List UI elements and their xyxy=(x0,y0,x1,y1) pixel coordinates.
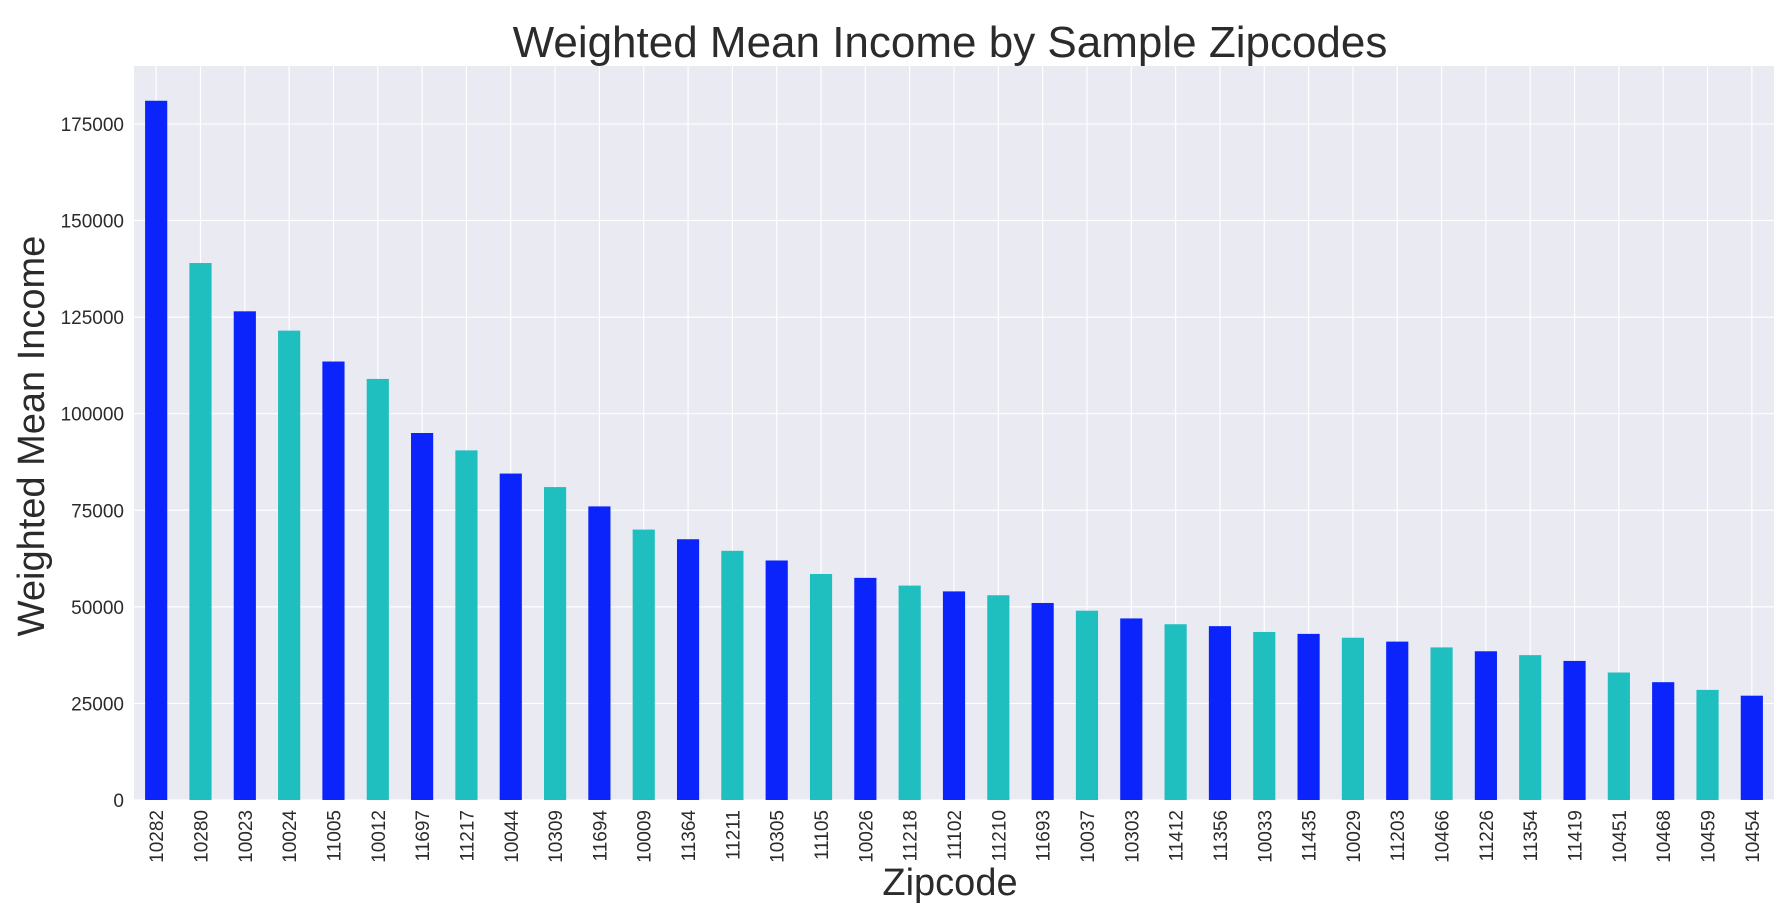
x-tick-label: 10309 xyxy=(546,810,567,863)
x-tick-label: 10044 xyxy=(502,810,523,863)
y-tick-label: 175000 xyxy=(61,115,124,136)
bar-10466 xyxy=(1430,647,1453,800)
bar-11105 xyxy=(809,574,833,800)
x-tick-label: 10459 xyxy=(1699,810,1720,863)
x-tick-label: 11102 xyxy=(945,810,966,860)
bar-11226 xyxy=(1474,651,1497,800)
bar-10033 xyxy=(1253,631,1276,800)
y-axis-label: Weighted Mean Income xyxy=(11,236,53,637)
bar-10454 xyxy=(1740,695,1763,800)
bar-10280 xyxy=(189,263,212,800)
x-tick-label: 10468 xyxy=(1654,810,1675,863)
bar-11102 xyxy=(942,591,966,800)
bar-10282 xyxy=(145,100,168,800)
x-tick-label: 11364 xyxy=(679,810,700,862)
x-tick-label: 10012 xyxy=(369,810,390,863)
bar-11354 xyxy=(1519,655,1542,800)
bar-10303 xyxy=(1120,618,1143,800)
x-axis-ticks: 10282 10280 10023 10024 11005 10012 11697 11217… xyxy=(147,810,1764,863)
x-tick-label: 10024 xyxy=(280,810,301,863)
bar-11210 xyxy=(987,595,1010,800)
bar-10023 xyxy=(233,311,256,800)
bars xyxy=(145,100,1763,800)
bar-10009 xyxy=(632,529,655,800)
chart-title: Weighted Mean Income by Sample Zipcodes xyxy=(513,18,1388,67)
bar-11693 xyxy=(1031,602,1054,800)
x-tick-label: 10282 xyxy=(147,810,168,863)
x-tick-label: 11218 xyxy=(901,810,922,861)
bar-10024 xyxy=(278,330,301,800)
bar-11005 xyxy=(322,361,345,800)
bar-11364 xyxy=(676,539,700,800)
x-axis-label: Zipcode xyxy=(882,862,1017,904)
x-tick-label: 10454 xyxy=(1743,810,1764,863)
bar-10044 xyxy=(499,473,522,800)
x-tick-label: 10037 xyxy=(1078,810,1099,863)
bar-10012 xyxy=(366,378,389,800)
bar-10459 xyxy=(1696,689,1719,800)
y-tick-label: 75000 xyxy=(71,501,124,522)
x-tick-label: 11419 xyxy=(1566,810,1587,861)
x-tick-label: 10023 xyxy=(236,810,257,863)
x-tick-label: 10451 xyxy=(1610,810,1631,863)
bar-11211 xyxy=(721,550,744,800)
x-tick-label: 10033 xyxy=(1255,810,1276,863)
x-tick-label: 10305 xyxy=(768,810,789,863)
bar-11412 xyxy=(1164,624,1187,800)
x-tick-label: 10029 xyxy=(1344,810,1365,863)
bar-10451 xyxy=(1607,672,1630,800)
x-tick-label: 11412 xyxy=(1167,810,1188,861)
bar-11217 xyxy=(455,450,478,800)
x-tick-label: 11356 xyxy=(1211,810,1232,861)
x-tick-label: 11203 xyxy=(1388,810,1409,861)
bar-11356 xyxy=(1208,626,1232,800)
x-tick-label: 11697 xyxy=(413,810,434,861)
x-tick-label: 11211 xyxy=(723,810,744,860)
bar-11218 xyxy=(898,585,921,800)
bar-11203 xyxy=(1386,641,1409,800)
y-tick-label: 0 xyxy=(113,791,124,812)
x-tick-label: 11354 xyxy=(1521,810,1542,862)
x-tick-label: 11694 xyxy=(590,810,611,862)
bar-10305 xyxy=(765,560,788,800)
x-tick-label: 10303 xyxy=(1122,810,1143,863)
bar-11697 xyxy=(411,433,434,800)
x-tick-label: 11217 xyxy=(457,810,478,861)
x-tick-label: 11693 xyxy=(1034,810,1055,861)
y-tick-label: 25000 xyxy=(71,694,124,715)
bar-10309 xyxy=(544,487,567,800)
y-tick-label: 125000 xyxy=(61,308,124,329)
x-tick-label: 11105 xyxy=(812,810,833,860)
x-tick-label: 10026 xyxy=(856,810,877,863)
x-tick-label: 10009 xyxy=(635,810,656,863)
x-tick-label: 10280 xyxy=(191,810,212,863)
bar-11419 xyxy=(1563,660,1586,800)
bar-10468 xyxy=(1652,682,1675,800)
bar-10029 xyxy=(1341,637,1364,800)
x-tick-label: 11005 xyxy=(324,810,345,861)
bar-10037 xyxy=(1075,610,1099,800)
y-tick-label: 50000 xyxy=(71,598,124,619)
y-tick-label: 150000 xyxy=(61,212,124,233)
bar-11435 xyxy=(1297,633,1320,800)
x-tick-label: 11435 xyxy=(1300,810,1321,861)
x-tick-label: 11210 xyxy=(989,810,1010,861)
y-tick-label: 100000 xyxy=(61,405,124,426)
x-tick-label: 11226 xyxy=(1477,810,1498,861)
y-axis-ticks: 0 25000 50000 75000 100000 125000 150000 175000 xyxy=(61,115,124,812)
bar-10026 xyxy=(854,577,877,800)
bar-11694 xyxy=(588,506,611,800)
x-tick-label: 10466 xyxy=(1433,810,1454,863)
